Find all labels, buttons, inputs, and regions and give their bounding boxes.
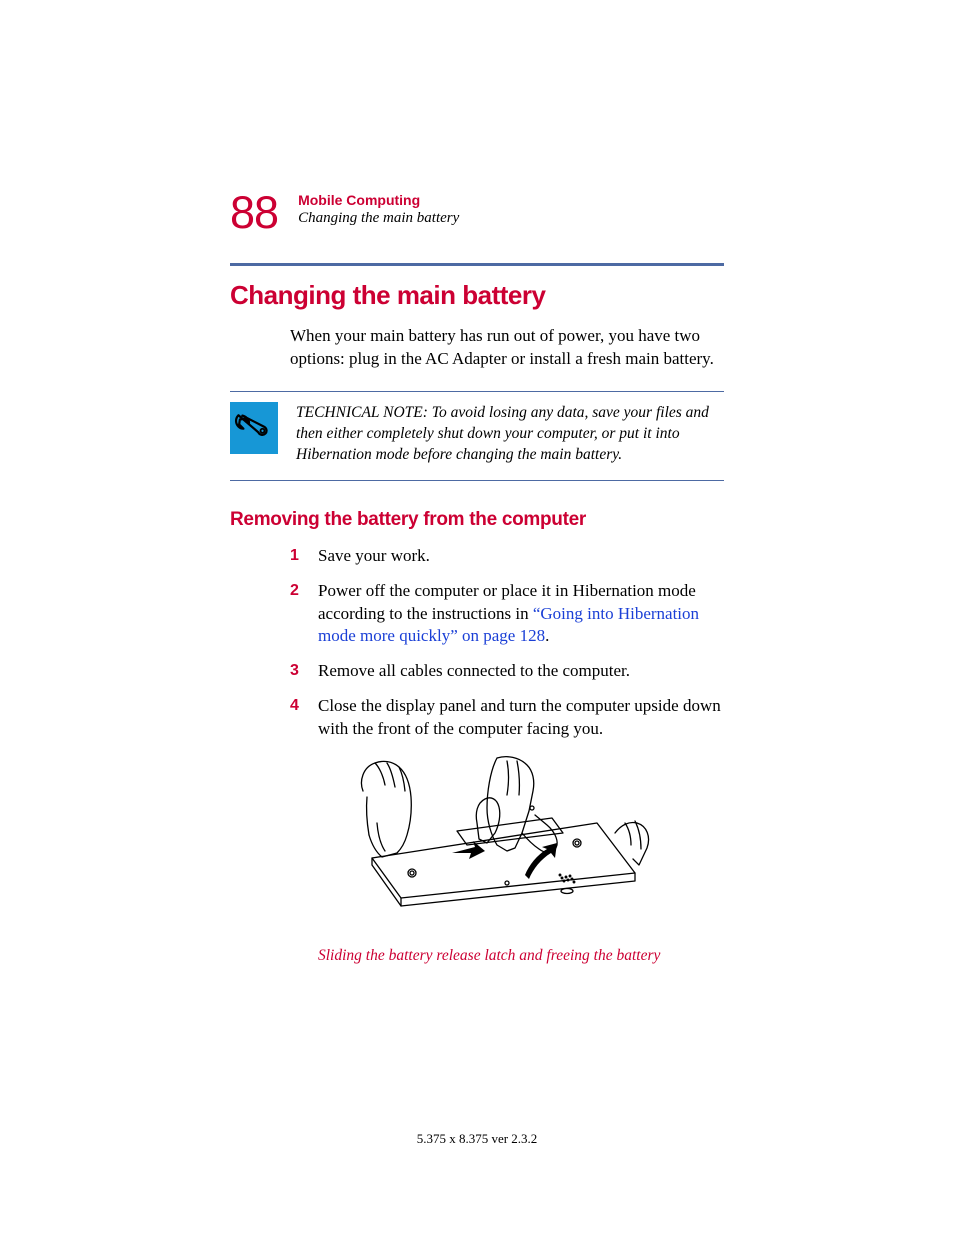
battery-removal-illustration [357, 753, 657, 938]
sub-heading: Removing the battery from the computer [230, 509, 724, 531]
intro-paragraph: When your main battery has run out of po… [290, 325, 724, 371]
step-text: Close the display panel and turn the com… [318, 696, 721, 738]
header-chapter: Mobile Computing [298, 192, 459, 208]
page: 88 Mobile Computing Changing the main ba… [0, 0, 954, 1235]
figure: Sliding the battery release latch and fr… [290, 753, 724, 965]
rule-top [230, 263, 724, 266]
footer-version: 5.375 x 8.375 ver 2.3.2 [0, 1131, 954, 1147]
main-heading: Changing the main battery [230, 280, 724, 311]
steps-list: Save your work. Power off the computer o… [290, 545, 724, 742]
step-text: Remove all cables connected to the compu… [318, 661, 630, 680]
step-text-after: . [545, 626, 549, 645]
step-text: Save your work. [318, 546, 430, 565]
header-section: Changing the main battery [298, 210, 459, 227]
technical-note: TECHNICAL NOTE: To avoid losing any data… [230, 391, 724, 481]
step-item: Power off the computer or place it in Hi… [290, 580, 724, 649]
page-number: 88 [230, 190, 278, 235]
step-item: Save your work. [290, 545, 724, 568]
technical-note-text: TECHNICAL NOTE: To avoid losing any data… [296, 402, 724, 466]
running-header: 88 Mobile Computing Changing the main ba… [230, 190, 724, 235]
header-text-block: Mobile Computing Changing the main batte… [298, 190, 459, 227]
wrench-icon [230, 402, 278, 454]
step-item: Remove all cables connected to the compu… [290, 660, 724, 683]
step-item: Close the display panel and turn the com… [290, 695, 724, 741]
note-rule-bottom [230, 480, 724, 481]
figure-caption: Sliding the battery release latch and fr… [290, 947, 724, 965]
